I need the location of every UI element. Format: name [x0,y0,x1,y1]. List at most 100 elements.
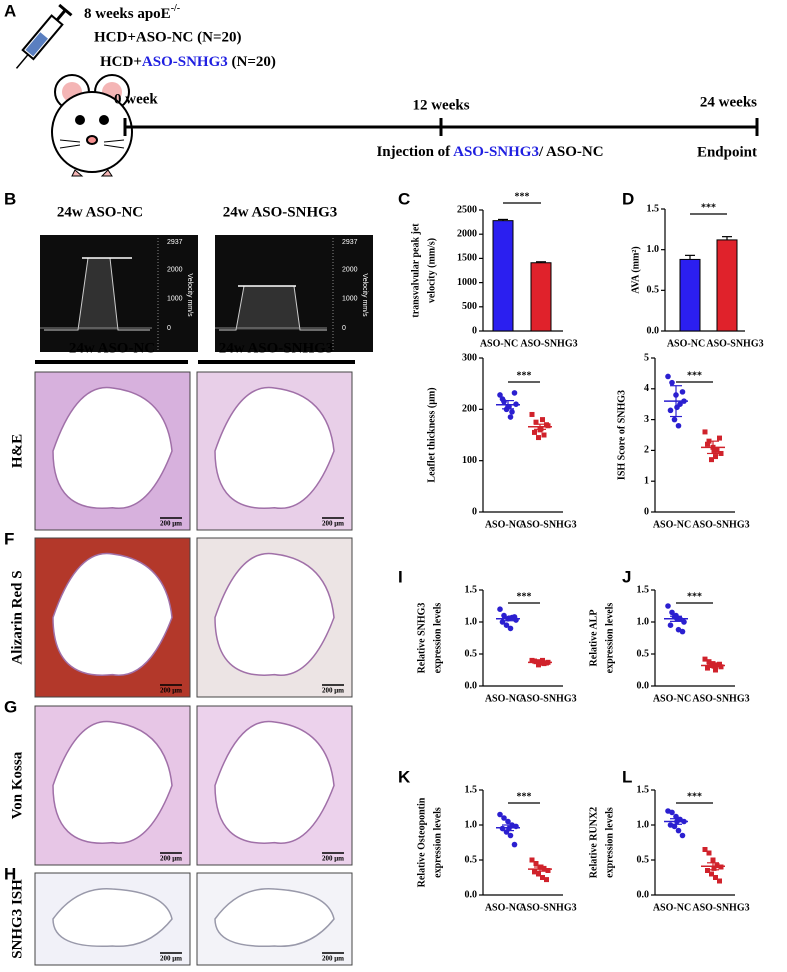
x-tick-label: ASO-NC [667,338,705,349]
velocity-tick-label: 0 [342,325,346,332]
data-point [669,809,675,816]
significance: *** [517,791,532,802]
group: HCD+ASO-SNHG3 (N=20) [100,54,276,70]
y-axis-label: Relative Osteopontin [416,797,427,887]
velocity-axis-label: Velocity mm/s [361,273,368,317]
data-point [533,861,539,866]
data-point [532,429,537,435]
tissue-lumen [52,720,173,844]
panel-letter: G [4,697,17,716]
y-tick-label: 1.0 [637,616,650,627]
data-point [509,409,515,415]
y-tick-label: 1.5 [637,784,650,795]
y-axis-label: Leaflet thickness (μm) [426,387,437,482]
data-point [705,868,710,873]
y-axis-label: Relative ALP [588,610,599,667]
cohort-text: 8 weeks apoE [84,6,171,22]
data-point [706,659,712,665]
y-tick-label: 500 [462,301,477,312]
y-tick-label: 1.0 [637,819,650,830]
velocity-tick-label: 2000 [167,266,183,273]
y-axis-label: velocity (mm/s) [426,238,437,303]
y-tick-label: 1.0 [465,616,478,627]
data-point [673,813,679,820]
data-point [507,832,514,839]
significance: *** [701,202,716,213]
velocity-tick-label: 2937 [342,239,358,246]
ultrasound-image: 2937 2000 1000 0 Velocity mm/s [40,235,198,352]
y-tick-label: 4 [644,383,649,394]
tissue-lumen [214,720,335,844]
y-tick-label: 0.5 [637,854,650,865]
data-point [702,847,708,852]
panel-letter: I [398,567,403,586]
ultrasound-image: 2937 2000 1000 0 Velocity mm/s [215,235,373,352]
data-point [667,622,674,628]
tissue-lumen [214,888,335,948]
velocity-axis-label: Velocity mm/s [186,273,193,317]
data-point [718,664,724,670]
data-point [674,404,680,411]
y-tick-label: 0.0 [465,680,478,691]
data-point [718,450,724,456]
data-point [705,665,710,671]
data-point [681,619,687,625]
y-tick-label: 2500 [457,204,477,215]
y-axis-label: ISH Score of SNHG3 [616,390,627,480]
y-tick-label: 2000 [457,228,477,239]
data-point [532,658,537,664]
image-title: 24w ASO-NC [57,204,143,220]
data-point [675,827,682,834]
y-tick-label: 0.5 [647,285,660,296]
x-tick-label: ASO-SNHG3 [692,519,749,530]
data-point [532,869,537,875]
velocity-tick-label: 1000 [342,296,358,303]
panel-letter: A [4,1,16,20]
y-axis-label: transvalvular peak jet [410,223,421,318]
velocity-tick-label: 2000 [342,266,358,273]
data-point [541,432,547,438]
x-tick-label: ASO-NC [653,519,691,530]
scale-bar-label: 200 μm [322,855,344,863]
velocity-tick-label: 0 [167,325,171,332]
data-point [705,441,710,447]
data-point [529,411,535,417]
y-axis-label: Relative RUNX2 [588,807,599,878]
y-tick-label: 0 [644,506,649,517]
significance: *** [515,191,530,202]
panel-letter: F [4,529,14,548]
data-point [503,622,510,628]
velocity-tick-label: 1000 [167,296,183,303]
data-point [536,435,541,441]
y-tick-label: 0.0 [637,889,650,900]
row-label: SNHG3 ISH [9,879,25,959]
data-point [711,865,717,871]
data-point [710,857,716,863]
y-tick-label: 0.5 [465,648,478,659]
significance: *** [687,591,702,602]
x-tick-label: ASO-SNHG3 [706,338,763,349]
y-tick-label: 3 [644,414,649,425]
histology: 24w ASO-NC 24w ASO-SNHG3 H&E 200 μm 200 μm… [4,340,355,966]
y-axis-label: AVA (mm²) [630,246,641,293]
group-text: (N=20) [228,54,276,70]
x-tick-label: ASO-SNHG3 [519,693,576,704]
mouse [51,74,133,177]
panel-letter: C [398,189,410,208]
y-axis-label: expression levels [604,603,615,674]
row-label: Von Kossa [9,751,25,819]
data-point [540,875,545,880]
x-tick-label: ASO-SNHG3 [519,902,576,913]
x-tick-label: ASO-NC [653,693,691,704]
y-tick-label: 0.0 [637,680,650,691]
y-tick-label: 300 [462,352,477,363]
bar [716,239,738,332]
x-tick-label: ASO-SNHG3 [520,338,577,349]
data-point [713,454,718,460]
data-point [717,661,722,667]
x-tick-label: ASO-SNHG3 [519,519,576,530]
data-point [497,606,503,612]
data-point [717,878,722,884]
y-tick-label: 1.5 [637,584,650,595]
